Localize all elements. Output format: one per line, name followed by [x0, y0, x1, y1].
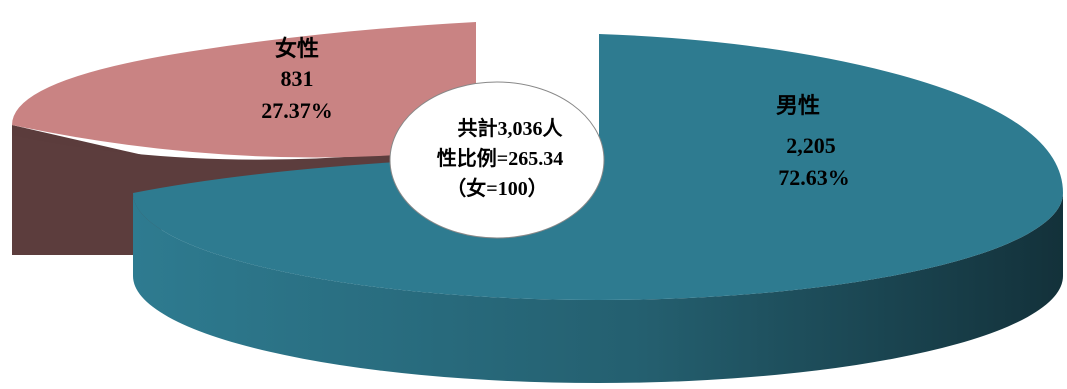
male-name-label: 男性	[776, 93, 820, 118]
ratio-note-label: （女=100）	[446, 176, 547, 200]
center-ellipse	[389, 81, 605, 239]
male-percent-label: 72.63%	[778, 165, 850, 190]
female-slice-top	[12, 22, 476, 158]
sex-ratio-label: 性比例=265.34	[437, 146, 563, 170]
total-label: 共計3,036人	[458, 116, 564, 140]
male-slice-side	[133, 193, 1063, 383]
female-percent-label: 27.37%	[261, 98, 333, 123]
male-value-label: 2,205	[786, 133, 836, 158]
female-value-label: 831	[281, 66, 314, 91]
female-name-label: 女性	[275, 36, 319, 61]
